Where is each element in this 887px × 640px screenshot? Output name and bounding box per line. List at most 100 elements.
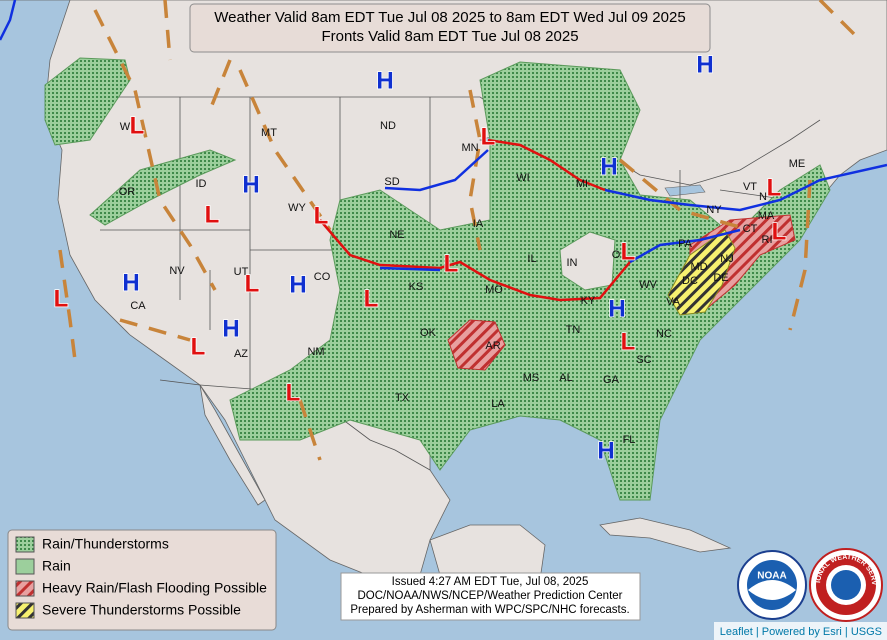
fronts [0,0,887,302]
pressure-center: L [314,202,329,229]
state-label: SC [636,354,651,366]
pressure-center: L [191,333,206,360]
state-label: MN [461,142,478,154]
legend: Rain/Thunderstorms Rain Heavy Rain/Flash… [7,529,277,631]
state-label: NM [307,346,324,358]
legend-label: Heavy Rain/Flash Flooding Possible [42,580,267,596]
state-label: OR [119,186,136,198]
pressure-center: H [696,51,713,78]
legend-swatch [15,536,35,553]
state-label: LA [491,398,505,410]
state-label: CT [743,223,758,235]
legend-label: Rain [42,558,71,574]
pressure-center: L [772,218,787,245]
state-label: WV [639,279,657,291]
pressure-center: L [205,201,220,228]
state-label: ME [789,158,806,170]
legend-label: Severe Thunderstorms Possible [42,602,241,618]
pressure-center: H [600,153,617,180]
state-label: SD [384,176,399,188]
legend-swatch [15,602,35,619]
state-label: CO [314,271,331,283]
state-label: DC [682,275,698,287]
state-label: UT [234,266,249,278]
legend-swatch [15,580,35,597]
pressure-center: H [289,271,306,298]
state-label: ID [196,178,207,190]
title-background [189,3,711,53]
pressure-center: L [54,285,69,312]
state-label: GA [603,374,620,386]
state-label: PA [678,238,693,250]
state-label: VA [666,296,681,308]
precipitation [44,57,831,501]
state-label: KS [409,281,424,293]
state-label: NJ [720,253,733,265]
state-label: NY [706,204,722,216]
pressure-center: L [621,238,636,265]
state-label: DE [713,272,728,284]
state-label: AL [559,372,572,384]
troughs [58,0,862,461]
pressure-center: H [242,171,259,198]
state-label: TN [566,324,581,336]
pressure-center: L [767,174,782,201]
state-label: NE [389,229,404,241]
legend-background [7,529,277,631]
pressure-center: L [621,328,636,355]
pressure-center: H [597,437,614,464]
issued-line: DOC/NOAA/NWS/NCEP/Weather Prediction Cen… [357,590,622,602]
title-box: Weather Valid 8am EDT Tue Jul 08 2025 to… [189,3,711,53]
issued-line: Issued 4:27 AM EDT Tue, Jul 08, 2025 [392,576,589,588]
state-label: OK [420,327,437,339]
issued-line: Prepared by Asherman with WPC/SPC/NHC fo… [350,604,629,616]
pressure-center: L [286,379,301,406]
state-label: WI [516,172,529,184]
state-label: W [120,121,131,133]
attribution-background [714,622,887,640]
noaa-text: NOAA [757,571,786,582]
state-label: IA [473,218,484,230]
title: Weather Valid 8am EDT Tue Jul 08 2025 to… [214,9,685,26]
pressure-center: L [481,123,496,150]
state-label: CA [130,300,146,312]
state-label: N [759,191,767,203]
state-label: MD [690,261,707,273]
baja [199,384,266,506]
state-label: RI [762,234,773,246]
state-label: TX [395,392,410,404]
state-label: WY [288,202,306,214]
cuba [599,517,732,553]
pressure-center: L [444,250,459,277]
pressure-center: H [122,269,139,296]
state-label: MT [261,127,277,139]
pressure-center: L [245,270,260,297]
state-label: O [612,249,621,261]
state-label: MA [758,210,775,222]
state-label: MI [576,178,588,190]
state-label: KY [581,295,596,307]
state-label: MS [523,372,540,384]
legend-label: Rain/Thunderstorms [42,536,169,552]
pressure-center: H [608,295,625,322]
legend-swatch [15,558,35,575]
pressure-center: H [376,67,393,94]
pressure-center: L [364,285,379,312]
state-label: IL [527,253,536,265]
state-label: MO [485,284,503,296]
state-label: NV [169,265,185,277]
state-label: NC [656,328,672,340]
state-label: AZ [234,348,248,360]
pressure-center: H [222,315,239,342]
issued-background [340,572,641,621]
noaa-logo: NOAA [737,550,807,620]
issued-box: Issued 4:27 AM EDT Tue, Jul 08, 2025 DOC… [340,572,641,621]
state-label: VT [743,181,757,193]
attribution[interactable]: Leaflet | Powered by Esri | USGS [720,626,882,638]
state-label: FL [623,434,636,446]
pressure-center: L [130,112,145,139]
state-label: ND [380,120,396,132]
subtitle: Fronts Valid 8am EDT Tue Jul 08 2025 [321,28,578,45]
